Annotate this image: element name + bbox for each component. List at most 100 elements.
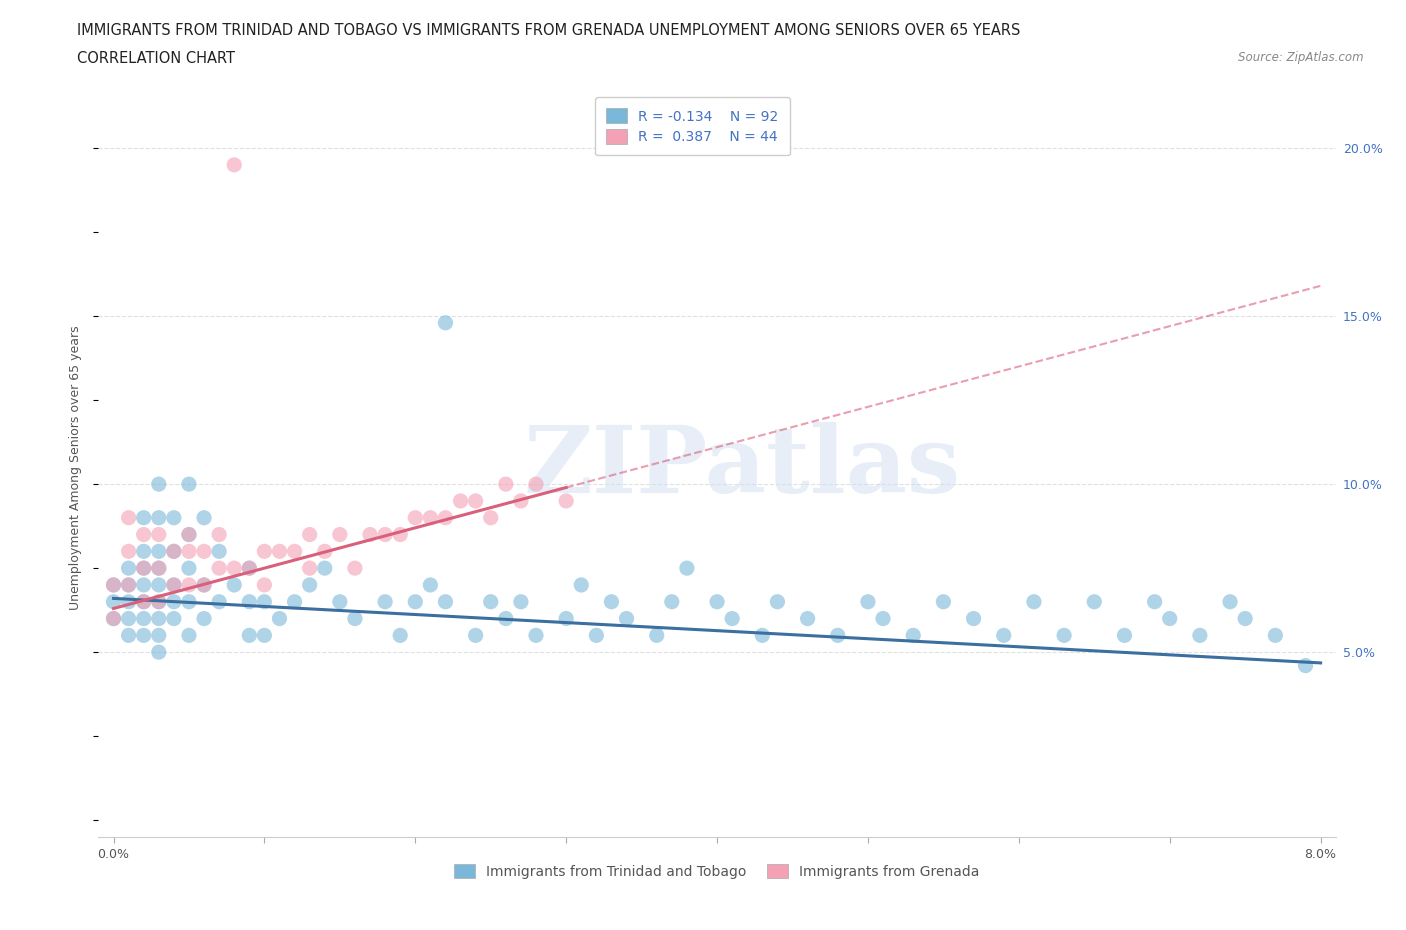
Point xyxy=(555,494,578,509)
Point xyxy=(509,494,531,509)
Point xyxy=(343,611,366,626)
Point xyxy=(163,544,186,559)
Y-axis label: Unemployment Among Seniors over 65 years: Unemployment Among Seniors over 65 years xyxy=(69,325,83,610)
Point xyxy=(495,477,517,492)
Point xyxy=(163,578,186,592)
Point xyxy=(464,494,486,509)
Point xyxy=(132,527,155,542)
Point xyxy=(389,527,412,542)
Point xyxy=(193,511,215,525)
Point xyxy=(404,594,426,609)
Point xyxy=(464,628,486,643)
Point xyxy=(284,544,307,559)
Point xyxy=(193,544,215,559)
Point xyxy=(132,611,155,626)
Point xyxy=(238,594,260,609)
Point xyxy=(208,561,231,576)
Point xyxy=(117,578,139,592)
Point xyxy=(1264,628,1286,643)
Point xyxy=(103,578,125,592)
Point xyxy=(479,511,502,525)
Point xyxy=(389,628,412,643)
Point xyxy=(706,594,728,609)
Point xyxy=(193,578,215,592)
Point xyxy=(253,628,276,643)
Legend: Immigrants from Trinidad and Tobago, Immigrants from Grenada: Immigrants from Trinidad and Tobago, Imm… xyxy=(447,857,987,885)
Text: IMMIGRANTS FROM TRINIDAD AND TOBAGO VS IMMIGRANTS FROM GRENADA UNEMPLOYMENT AMON: IMMIGRANTS FROM TRINIDAD AND TOBAGO VS I… xyxy=(77,23,1021,38)
Point xyxy=(1114,628,1136,643)
Point xyxy=(132,511,155,525)
Point xyxy=(148,477,170,492)
Point xyxy=(208,544,231,559)
Point xyxy=(298,527,321,542)
Point xyxy=(555,611,578,626)
Point xyxy=(117,561,139,576)
Point xyxy=(193,578,215,592)
Point xyxy=(419,578,441,592)
Point xyxy=(645,628,668,643)
Point xyxy=(132,561,155,576)
Point xyxy=(193,611,215,626)
Point xyxy=(132,628,155,643)
Point xyxy=(238,561,260,576)
Point xyxy=(148,644,170,659)
Point xyxy=(721,611,744,626)
Point xyxy=(163,594,186,609)
Point xyxy=(314,561,336,576)
Point xyxy=(177,561,200,576)
Point xyxy=(163,511,186,525)
Point xyxy=(177,628,200,643)
Point xyxy=(269,611,291,626)
Point xyxy=(148,527,170,542)
Point xyxy=(253,594,276,609)
Point xyxy=(238,561,260,576)
Point xyxy=(524,628,547,643)
Point xyxy=(177,527,200,542)
Point xyxy=(148,594,170,609)
Point xyxy=(314,544,336,559)
Point xyxy=(404,511,426,525)
Point xyxy=(1022,594,1045,609)
Point xyxy=(208,527,231,542)
Point xyxy=(872,611,894,626)
Point xyxy=(132,594,155,609)
Point xyxy=(117,544,139,559)
Point xyxy=(253,544,276,559)
Point xyxy=(117,578,139,592)
Point xyxy=(796,611,818,626)
Point xyxy=(163,578,186,592)
Point xyxy=(676,561,699,576)
Point xyxy=(148,544,170,559)
Point xyxy=(993,628,1015,643)
Point xyxy=(253,578,276,592)
Point xyxy=(132,544,155,559)
Point xyxy=(1143,594,1166,609)
Point xyxy=(856,594,879,609)
Point xyxy=(177,544,200,559)
Point xyxy=(1159,611,1181,626)
Point xyxy=(450,494,472,509)
Point xyxy=(148,561,170,576)
Point xyxy=(117,628,139,643)
Point xyxy=(569,578,592,592)
Point xyxy=(434,594,457,609)
Point xyxy=(132,561,155,576)
Point xyxy=(148,611,170,626)
Point xyxy=(343,561,366,576)
Point xyxy=(117,594,139,609)
Point xyxy=(903,628,925,643)
Point xyxy=(479,594,502,609)
Point xyxy=(163,611,186,626)
Point xyxy=(1083,594,1105,609)
Point xyxy=(1295,658,1317,673)
Point xyxy=(495,611,517,626)
Point xyxy=(284,594,307,609)
Point xyxy=(1188,628,1211,643)
Point xyxy=(224,157,246,172)
Point xyxy=(932,594,955,609)
Point xyxy=(434,511,457,525)
Point xyxy=(827,628,849,643)
Point xyxy=(148,628,170,643)
Text: CORRELATION CHART: CORRELATION CHART xyxy=(77,51,235,66)
Point xyxy=(117,511,139,525)
